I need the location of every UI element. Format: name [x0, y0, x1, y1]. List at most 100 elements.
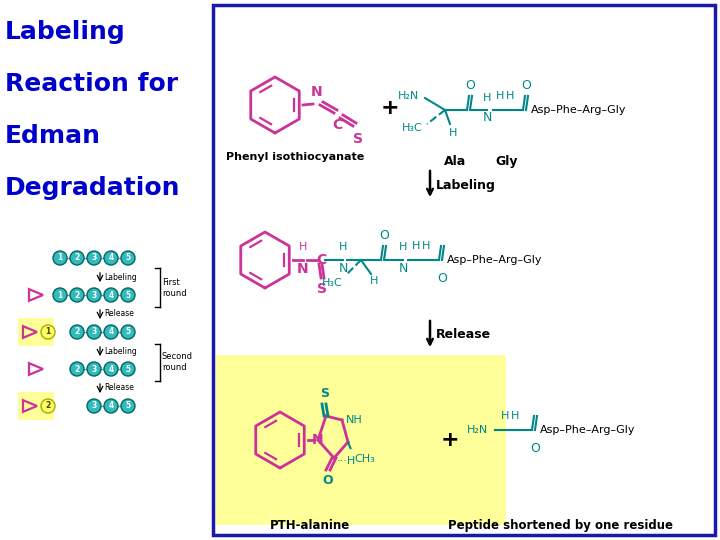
Text: H: H — [501, 411, 509, 421]
Text: S: S — [353, 132, 363, 146]
Text: 4: 4 — [109, 364, 114, 374]
Text: Reaction for: Reaction for — [5, 72, 178, 96]
Circle shape — [87, 399, 101, 413]
Text: 1: 1 — [45, 327, 50, 336]
Text: Ala: Ala — [444, 155, 466, 168]
Text: H: H — [370, 276, 378, 286]
Circle shape — [87, 251, 101, 265]
Circle shape — [87, 325, 101, 339]
Text: H: H — [299, 242, 307, 252]
Text: Labeling: Labeling — [5, 20, 126, 44]
Circle shape — [70, 325, 84, 339]
Text: H: H — [399, 242, 408, 252]
Text: 2: 2 — [74, 253, 80, 262]
Text: O: O — [530, 442, 540, 455]
Text: H: H — [449, 128, 457, 138]
Text: H: H — [506, 91, 514, 101]
Circle shape — [121, 288, 135, 302]
Text: H: H — [339, 242, 347, 252]
Text: 5: 5 — [125, 253, 130, 262]
Circle shape — [53, 288, 67, 302]
Text: Edman: Edman — [5, 124, 101, 148]
Text: N: N — [338, 262, 348, 275]
Text: Asp–Phe–Arg–Gly: Asp–Phe–Arg–Gly — [540, 425, 636, 435]
Text: S: S — [317, 282, 327, 296]
Text: Degradation: Degradation — [5, 176, 181, 200]
Text: O: O — [437, 272, 447, 285]
Circle shape — [104, 325, 118, 339]
Text: Asp–Phe–Arg–Gly: Asp–Phe–Arg–Gly — [531, 105, 626, 115]
Text: 5: 5 — [125, 402, 130, 410]
Bar — [18, 392, 54, 420]
Text: H: H — [483, 93, 491, 103]
Circle shape — [121, 399, 135, 413]
Text: Release: Release — [436, 328, 491, 341]
Text: 4: 4 — [109, 402, 114, 410]
Text: H: H — [510, 411, 519, 421]
Text: H₃C: H₃C — [323, 278, 343, 288]
Text: H₂N: H₂N — [397, 91, 419, 101]
Text: Release: Release — [104, 383, 134, 393]
Text: N: N — [482, 111, 492, 124]
Text: 5: 5 — [125, 291, 130, 300]
Text: N: N — [312, 433, 324, 447]
Text: H: H — [422, 241, 430, 251]
Text: O: O — [521, 79, 531, 92]
Text: CH₃: CH₃ — [354, 454, 374, 464]
Text: O: O — [323, 474, 333, 487]
Text: 2: 2 — [45, 402, 50, 410]
Circle shape — [70, 288, 84, 302]
Text: 4: 4 — [109, 253, 114, 262]
Text: N: N — [297, 262, 309, 276]
Bar — [213, 5, 715, 535]
Text: H: H — [412, 241, 420, 251]
Circle shape — [104, 288, 118, 302]
Text: 3: 3 — [91, 364, 96, 374]
Text: 2: 2 — [74, 291, 80, 300]
Text: C: C — [316, 253, 326, 267]
Circle shape — [41, 325, 55, 339]
Circle shape — [70, 362, 84, 376]
Text: 3: 3 — [91, 327, 96, 336]
Text: C: C — [332, 118, 342, 132]
Text: N: N — [311, 85, 323, 99]
Text: Labeling: Labeling — [104, 273, 137, 281]
Text: 2: 2 — [74, 364, 80, 374]
Circle shape — [104, 251, 118, 265]
Text: H₃C: H₃C — [402, 123, 423, 133]
Circle shape — [121, 325, 135, 339]
Circle shape — [121, 362, 135, 376]
Text: Peptide shortened by one residue: Peptide shortened by one residue — [448, 519, 672, 532]
Circle shape — [87, 362, 101, 376]
Text: PTH-alanine: PTH-alanine — [270, 519, 350, 532]
Text: Labeling: Labeling — [436, 179, 496, 192]
Text: 4: 4 — [109, 327, 114, 336]
Bar — [216, 355, 506, 525]
Text: 3: 3 — [91, 253, 96, 262]
Circle shape — [104, 362, 118, 376]
Circle shape — [53, 251, 67, 265]
Text: H: H — [496, 91, 504, 101]
Text: ···H: ···H — [336, 456, 356, 466]
Text: O: O — [379, 229, 389, 242]
Text: S: S — [320, 387, 330, 400]
Circle shape — [121, 251, 135, 265]
Text: 5: 5 — [125, 364, 130, 374]
Bar — [18, 318, 54, 346]
Text: 2: 2 — [74, 327, 80, 336]
Text: 5: 5 — [125, 327, 130, 336]
Text: Asp–Phe–Arg–Gly: Asp–Phe–Arg–Gly — [447, 255, 542, 265]
Text: NH: NH — [346, 415, 363, 425]
Text: +: + — [381, 98, 400, 118]
Text: Second
round: Second round — [162, 352, 193, 372]
Text: Phenyl isothiocyanate: Phenyl isothiocyanate — [226, 152, 364, 162]
Text: 1: 1 — [58, 291, 63, 300]
Circle shape — [41, 399, 55, 413]
Text: 3: 3 — [91, 291, 96, 300]
Circle shape — [87, 288, 101, 302]
Text: 4: 4 — [109, 291, 114, 300]
Circle shape — [70, 251, 84, 265]
Text: Labeling: Labeling — [104, 347, 137, 355]
Text: O: O — [465, 79, 475, 92]
Text: Gly: Gly — [496, 155, 518, 168]
